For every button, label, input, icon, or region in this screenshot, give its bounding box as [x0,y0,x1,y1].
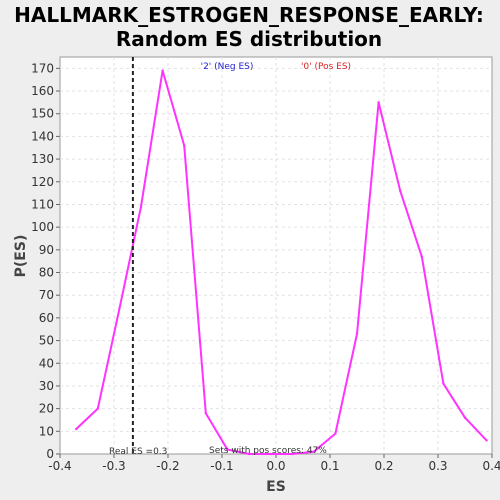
x-axis-label: ES [266,479,286,495]
real-es-label: Real ES =0.3 [109,447,167,457]
y-tick-label: 110 [31,197,54,211]
y-tick-label: 70 [39,288,54,302]
y-tick-label: 0 [46,447,54,461]
es-data-point [118,307,121,311]
es-data-point [485,439,488,442]
x-tick-label: -0.4 [48,459,71,473]
es-data-point [204,411,207,415]
es-data-point [291,452,294,456]
y-tick-label: 80 [39,266,54,280]
es-data-point [226,448,229,451]
es-data-point [269,452,272,456]
x-tick-label: -0.2 [156,459,179,473]
es-data-point [161,69,164,72]
y-tick-label: 20 [39,402,54,416]
y-axis-label: P(ES) [13,235,29,278]
es-data-point [420,255,423,258]
y-tick-label: 130 [31,152,54,166]
es-data-point [96,407,100,410]
x-tick-label: 0.0 [266,459,285,473]
legend-neg-es: '2' (Neg ES) [201,62,254,72]
x-tick-label: -0.1 [210,459,233,473]
chart-title-line1: HALLMARK_ESTROGEN_RESPONSE_EARLY: [14,3,484,27]
y-tick-label: 50 [39,334,54,348]
es-data-point [377,101,380,104]
legend-pos-es: '0' (Pos ES) [301,62,351,72]
y-tick-label: 30 [39,379,54,393]
es-data-point [312,450,315,453]
y-tick-label: 60 [39,311,54,325]
x-tick-label: 0.1 [320,459,339,473]
y-tick-label: 120 [31,175,54,189]
axis-ticks: 0 10 20 30 40 50 60 70 80 90 100 110 120 130 140 150 160… [31,61,500,473]
es-data-point [442,382,445,385]
y-tick-label: 10 [39,424,54,438]
es-data-point [463,416,467,419]
es-data-point [75,427,78,431]
y-tick-label: 170 [31,61,54,75]
y-tick-label: 100 [31,220,54,234]
y-tick-label: 150 [31,107,54,121]
y-tick-label: 90 [39,243,54,257]
x-tick-label: 0.3 [428,459,447,473]
pos-scores-label: Sets with pos scores: 47% [209,446,327,456]
es-data-point [355,332,359,335]
es-series-line [75,69,488,455]
es-data-point [334,432,337,435]
series-layer [75,69,488,456]
es-data-point [139,205,143,208]
x-tick-label: 0.4 [482,459,500,473]
es-data-point [183,144,186,147]
chart-title-line2: Random ES distribution [116,27,382,51]
es-data-point [399,189,402,193]
y-tick-label: 160 [31,84,54,98]
y-tick-label: 140 [31,129,54,143]
x-tick-label: -0.3 [102,459,125,473]
es-data-point [247,452,251,456]
x-tick-label: 0.2 [374,459,393,473]
y-tick-label: 40 [39,356,54,370]
